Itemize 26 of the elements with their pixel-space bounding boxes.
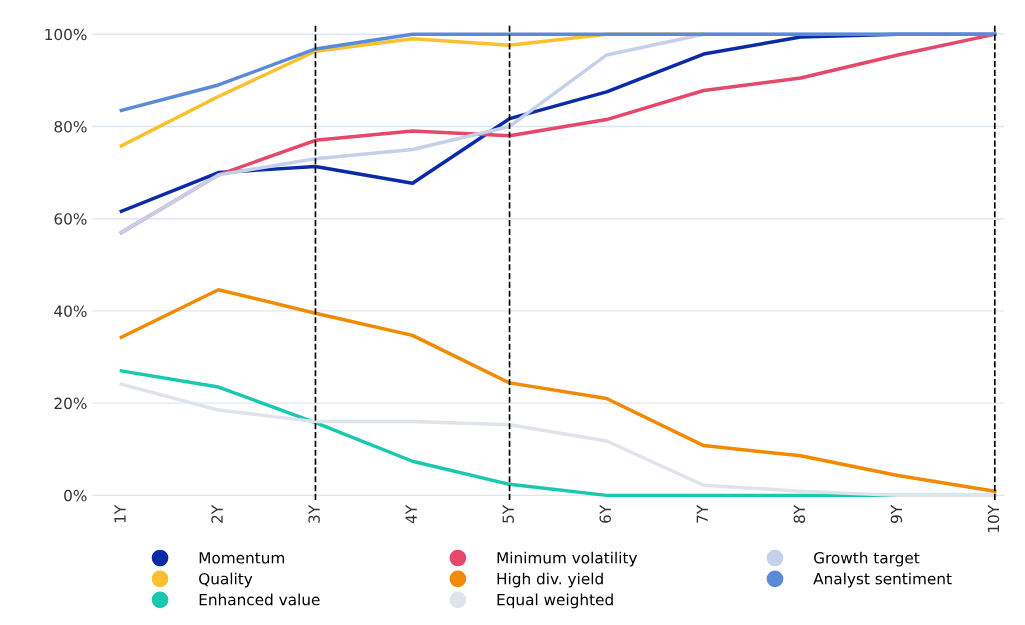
x-tick-label: 3Y bbox=[308, 504, 320, 523]
x-tick-label: 7Y bbox=[696, 504, 708, 523]
line-series bbox=[119, 287, 997, 493]
x-tick-label: 9Y bbox=[890, 504, 903, 523]
legend-label: Momentum bbox=[199, 552, 284, 564]
x-tick-label: 1Y bbox=[114, 504, 126, 523]
line-series bbox=[119, 32, 997, 113]
legend-label: Equal weighted bbox=[497, 593, 613, 609]
y-tick-label: 80% bbox=[54, 120, 87, 133]
legend-label: Minimum volatility bbox=[497, 551, 638, 567]
legend-label: Enhanced value bbox=[199, 593, 320, 606]
y-tick-label: 20% bbox=[54, 397, 87, 410]
x-tick-label: 5Y bbox=[502, 504, 514, 523]
x-tick-label: 10Y bbox=[987, 504, 1000, 532]
x-tick-label: 6Y bbox=[599, 504, 612, 523]
legend-label: Growth target bbox=[814, 551, 920, 567]
y-tick-label: 0% bbox=[64, 489, 87, 502]
y-tick-label: 100% bbox=[45, 28, 87, 41]
legend-label: High div. yield bbox=[497, 572, 603, 588]
legend-label: Quality bbox=[199, 572, 253, 588]
y-tick-label: 60% bbox=[54, 213, 87, 225]
x-tick-label: 2Y bbox=[211, 504, 223, 523]
x-tick-label: 8Y bbox=[793, 504, 806, 523]
legend-label: Analyst sentiment bbox=[813, 572, 952, 588]
y-tick-label: 40% bbox=[54, 305, 87, 317]
x-tick-label: 4Y bbox=[405, 504, 417, 524]
